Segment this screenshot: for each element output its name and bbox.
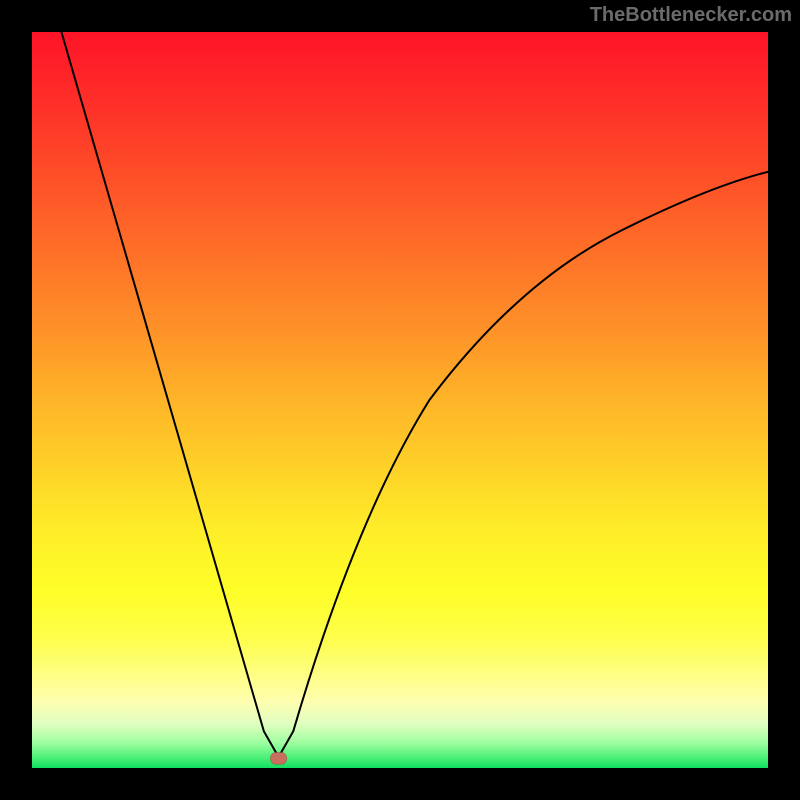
- curve-layer: [32, 32, 768, 768]
- chart-stage: TheBottlenecker.com: [0, 0, 800, 800]
- minimum-marker: [270, 753, 286, 765]
- bottleneck-curve: [61, 32, 768, 757]
- plot-area: [32, 32, 768, 768]
- watermark-text: TheBottlenecker.com: [590, 4, 792, 27]
